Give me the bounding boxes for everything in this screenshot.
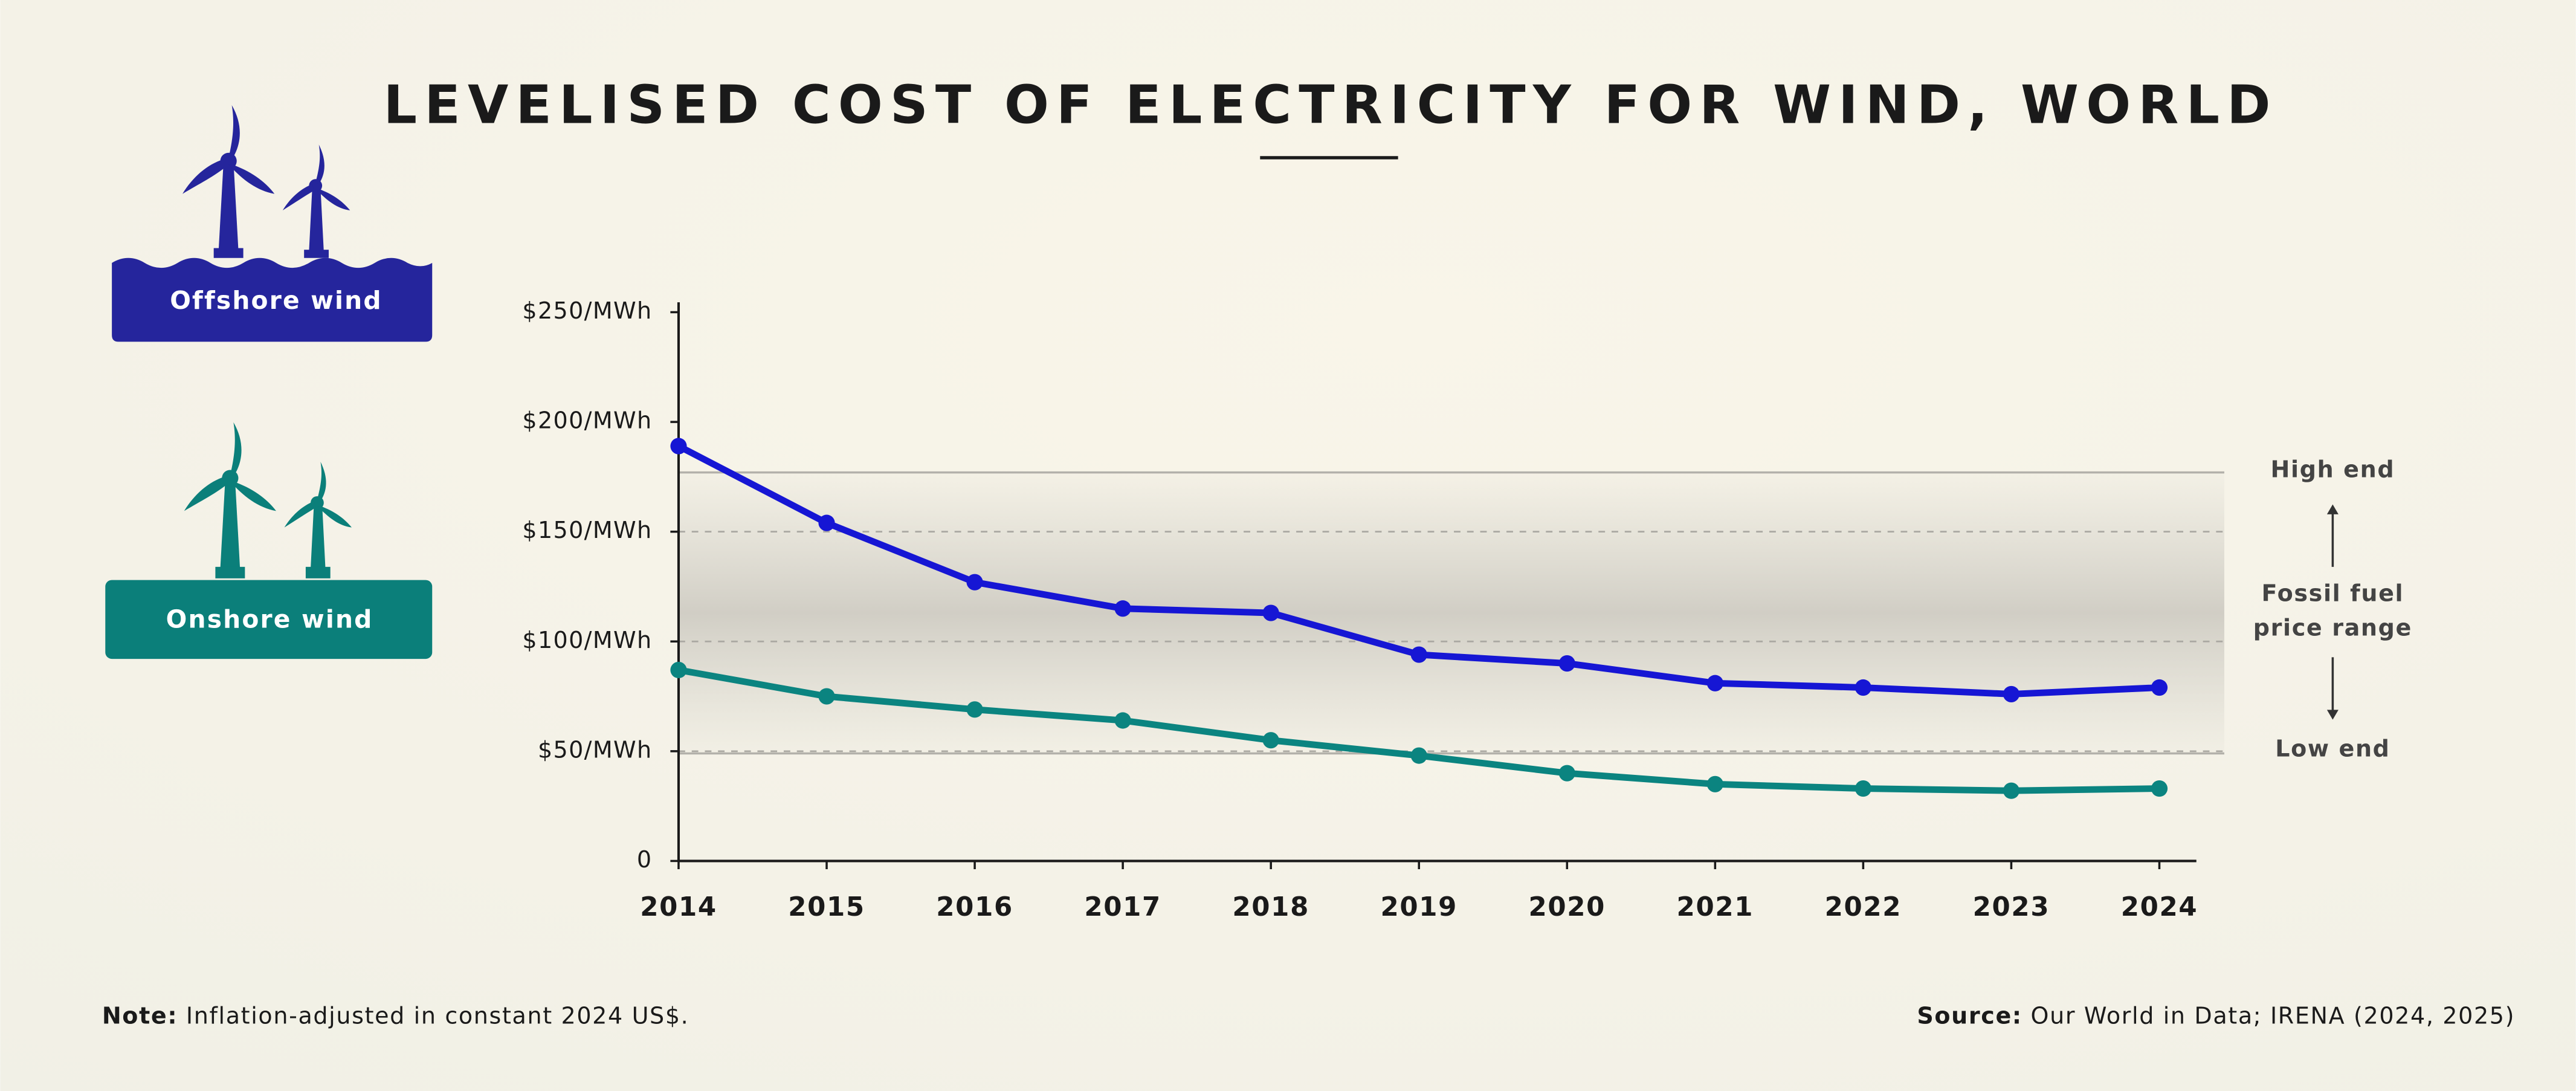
data-point: [1706, 675, 1723, 691]
data-point: [966, 574, 983, 591]
x-tick-label: 2024: [2121, 892, 2198, 922]
y-tick-label: $150/MWh: [522, 517, 652, 543]
note-text: Inflation-adjusted in constant 2024 US$.: [186, 1002, 689, 1029]
data-point: [1855, 679, 1871, 696]
x-tick-label: 2017: [1084, 892, 1161, 922]
data-point: [1558, 655, 1575, 672]
arrow-head: [2326, 710, 2339, 720]
data-point: [1262, 604, 1279, 621]
y-tick-label: $250/MWh: [522, 297, 652, 324]
y-tick-label: $100/MWh: [522, 627, 652, 653]
data-point: [1262, 732, 1279, 749]
fossil-low-label: Low end: [2275, 736, 2390, 762]
note: Note: Inflation-adjusted in constant 202…: [102, 1002, 689, 1029]
source: Source: Our World in Data; IRENA (2024, …: [1917, 1002, 2515, 1029]
data-point: [2151, 780, 2168, 797]
x-tick-label: 2015: [788, 892, 865, 922]
onshore-icon: [105, 422, 433, 659]
data-point: [1114, 600, 1131, 617]
x-tick-label: 2018: [1232, 892, 1309, 922]
y-tick-label: 0: [637, 846, 653, 873]
data-point: [1410, 747, 1427, 764]
x-tick-label: 2020: [1529, 892, 1606, 922]
chart-title: LEVELISED COST OF ELECTRICITY FOR WIND, …: [384, 74, 2278, 135]
x-tick-label: 2021: [1677, 892, 1754, 922]
data-point: [670, 661, 687, 679]
x-tick-label: 2019: [1380, 892, 1457, 922]
legend-label: Offshore wind: [170, 286, 382, 315]
data-point: [818, 688, 835, 705]
x-tick-label: 2014: [640, 892, 717, 922]
arrow-head: [2326, 504, 2339, 514]
x-tick-label: 2016: [936, 892, 1013, 922]
plot-area: High end Low end Fossil fuel price range 0 $5…: [522, 297, 2412, 922]
y-tick-label: $200/MWh: [522, 407, 652, 434]
data-point: [2003, 782, 2020, 799]
fossil-high-label: High end: [2271, 456, 2395, 482]
data-point: [1410, 646, 1427, 663]
data-point: [966, 701, 983, 718]
data-point: [2003, 685, 2020, 703]
data-point: [1114, 712, 1131, 729]
data-point: [1855, 780, 1871, 797]
data-point: [1706, 775, 1723, 792]
data-point: [670, 438, 687, 455]
fossil-band: [678, 472, 2224, 754]
note-label: Note:: [102, 1002, 178, 1029]
legend-label: Onshore wind: [166, 605, 373, 634]
source-label: Source:: [1917, 1002, 2022, 1029]
data-point: [2151, 679, 2168, 696]
source-text: Our World in Data; IRENA (2024, 2025): [2031, 1002, 2516, 1029]
x-tick-label: 2023: [1973, 892, 2050, 922]
offshore-icon: [112, 105, 433, 342]
x-tick-label: 2022: [1825, 892, 1902, 922]
data-point: [818, 514, 835, 531]
fossil-range-label: Fossil fuel: [2262, 580, 2404, 607]
fossil-range-label: price range: [2253, 615, 2412, 641]
data-point: [1558, 765, 1575, 782]
y-tick-label: $50/MWh: [538, 736, 653, 763]
